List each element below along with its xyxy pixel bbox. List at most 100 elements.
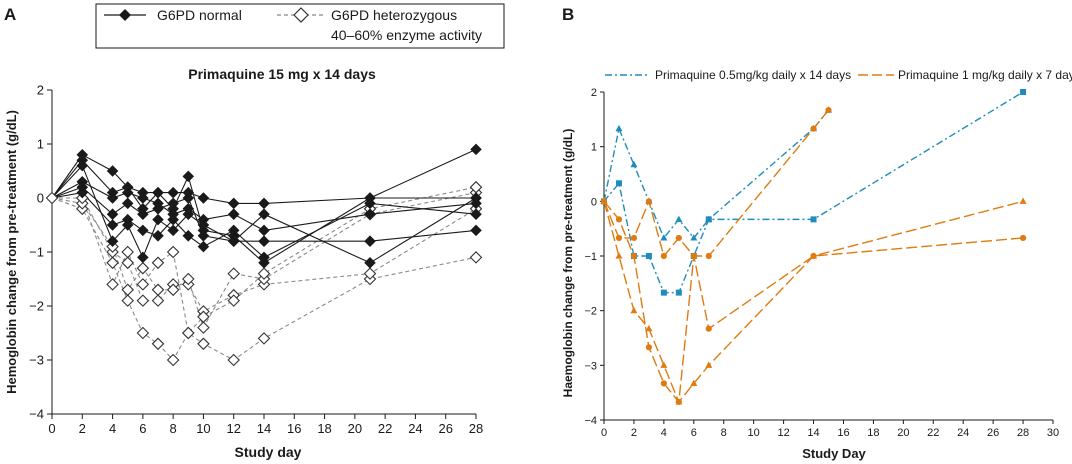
panel-b-x-tick-label: 16 bbox=[837, 427, 849, 439]
heterozygous-data-point bbox=[227, 267, 240, 280]
normal-data-point bbox=[258, 224, 270, 237]
panel-a-x-tick-label: 8 bbox=[170, 421, 177, 436]
normal-data-point bbox=[197, 230, 210, 242]
panel-a-x-tick-label: 6 bbox=[139, 421, 146, 436]
heterozygous-data-point bbox=[166, 245, 180, 259]
legend-heterozygous-marker bbox=[293, 7, 309, 23]
normal-data-point bbox=[470, 143, 482, 156]
panel-b-x-tick-label: 2 bbox=[631, 427, 637, 439]
panel-b-x-tick-label: 28 bbox=[1017, 427, 1029, 439]
panel-b-x-tick-label: 26 bbox=[987, 427, 999, 439]
panel-b-y-tick-label: −2 bbox=[584, 306, 597, 318]
heterozygous-data-point bbox=[363, 267, 377, 280]
normal-data-point bbox=[364, 208, 376, 220]
orange-data-point bbox=[630, 252, 638, 260]
orange-data-point bbox=[660, 361, 668, 368]
normal-data-point bbox=[470, 208, 482, 220]
normal-data-point bbox=[364, 257, 376, 269]
normal-data-point bbox=[167, 213, 179, 226]
normal-data-point bbox=[182, 230, 195, 242]
panel-b-x-axis-label: Study Day bbox=[802, 446, 866, 461]
panel-a-y-tick-label: −1 bbox=[29, 245, 44, 260]
normal-data-point bbox=[227, 197, 240, 210]
heterozygous-data-point bbox=[166, 283, 180, 297]
normal-data-point bbox=[76, 186, 89, 199]
blue-data-point bbox=[615, 180, 622, 187]
normal-data-point bbox=[137, 192, 149, 204]
orange-data-point bbox=[645, 198, 653, 205]
blue-data-point bbox=[1020, 89, 1027, 95]
normal-data-point bbox=[121, 197, 134, 210]
orange-data-point bbox=[645, 344, 653, 351]
panel-a-x-tick-label: 18 bbox=[317, 421, 331, 436]
blue-data-point bbox=[645, 253, 652, 259]
baseline-data-point bbox=[45, 191, 59, 205]
heterozygous-data-point bbox=[227, 353, 240, 367]
normal-data-point bbox=[167, 186, 179, 199]
normal-data-point bbox=[227, 224, 240, 237]
orange-series-line bbox=[603, 200, 1024, 404]
heterozygous-data-point bbox=[136, 294, 150, 307]
heterozygous-data-point bbox=[151, 294, 165, 307]
blue-data-point bbox=[615, 124, 623, 132]
heterozygous-data-point bbox=[197, 310, 210, 324]
heterozygous-data-point bbox=[136, 261, 150, 275]
normal-data-point bbox=[106, 192, 119, 204]
panel-b-x-tick-label: 22 bbox=[927, 427, 939, 439]
panel-b-y-tick-label: −1 bbox=[584, 251, 597, 263]
normal-data-point bbox=[106, 165, 119, 177]
legend-heterozygous-label-line2: 40–60% enzyme activity bbox=[331, 27, 482, 43]
normal-data-point bbox=[258, 197, 270, 210]
panel-a-title: Primaquine 15 mg x 14 days bbox=[188, 66, 376, 82]
orange-data-point bbox=[615, 252, 623, 259]
panel-a-series bbox=[45, 143, 483, 367]
heterozygous-data-point bbox=[257, 267, 271, 280]
panel-b-x-tick-label: 24 bbox=[957, 427, 969, 439]
heterozygous-data-point bbox=[121, 245, 134, 259]
normal-data-point bbox=[137, 208, 149, 220]
heterozygous-data-point bbox=[197, 337, 210, 351]
heterozygous-data-point bbox=[121, 294, 134, 307]
panel-a-y-tick-label: 0 bbox=[37, 191, 44, 206]
normal-data-point bbox=[258, 235, 270, 247]
panel-a-x-tick-label: 14 bbox=[257, 421, 271, 436]
heterozygous-data-point bbox=[182, 326, 195, 340]
normal-data-point bbox=[227, 235, 240, 247]
panel-a-x-tick-label: 16 bbox=[287, 421, 301, 436]
normal-data-point bbox=[197, 192, 210, 204]
heterozygous-data-point bbox=[469, 251, 483, 264]
normal-data-point bbox=[152, 203, 164, 215]
panel-a-x-tick-label: 2 bbox=[79, 421, 86, 436]
orange-data-point bbox=[1019, 234, 1027, 242]
panel-b-x-tick-label: 18 bbox=[867, 427, 879, 439]
normal-data-point bbox=[76, 159, 89, 172]
panel-a-y-tick-label: 1 bbox=[37, 137, 44, 152]
panel-b-x-tick-label: 0 bbox=[601, 427, 607, 439]
panel-a-x-tick-label: 4 bbox=[109, 421, 116, 436]
heterozygous-data-point bbox=[166, 353, 180, 367]
blue-data-point bbox=[660, 234, 668, 241]
heterozygous-data-point bbox=[106, 278, 119, 291]
orange-data-point bbox=[1019, 197, 1027, 204]
panel-a-x-tick-label: 24 bbox=[408, 421, 422, 436]
legend-heterozygous-label: G6PD heterozygous bbox=[331, 7, 457, 23]
legend-normal-label: G6PD normal bbox=[157, 7, 242, 23]
normal-data-point bbox=[227, 208, 240, 220]
normal-data-point bbox=[167, 224, 179, 237]
normal-data-point bbox=[121, 186, 134, 199]
normal-data-point bbox=[137, 224, 149, 237]
panel-a-label: A bbox=[4, 5, 16, 24]
normal-data-point bbox=[364, 235, 376, 247]
panel-a-x-tick-label: 26 bbox=[438, 421, 452, 436]
orange-data-point bbox=[615, 234, 623, 242]
panel-a-x-tick-label: 22 bbox=[378, 421, 392, 436]
normal-data-point bbox=[121, 219, 134, 231]
panel-b-y-axis-label: Haemoglobin change from pre-treatment (g… bbox=[561, 129, 575, 398]
blue-data-point bbox=[675, 289, 682, 296]
blue-data-point bbox=[630, 160, 638, 168]
panel-b-x-tick-label: 30 bbox=[1047, 427, 1059, 439]
normal-data-point bbox=[152, 213, 164, 226]
panel-a-x-tick-label: 0 bbox=[48, 421, 55, 436]
